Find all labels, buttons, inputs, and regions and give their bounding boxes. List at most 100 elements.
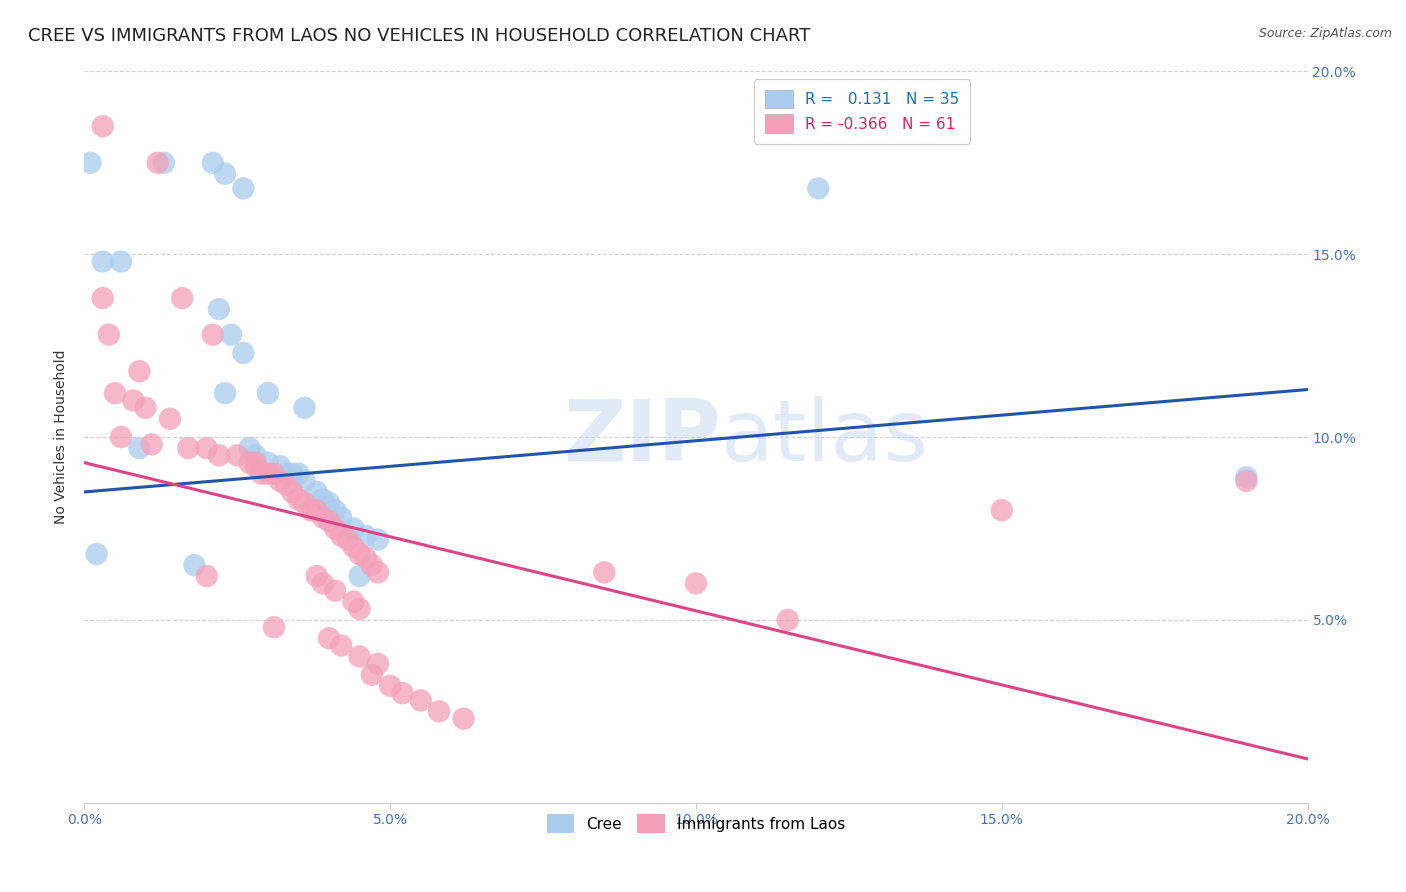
Point <box>453 712 475 726</box>
Point <box>323 503 346 517</box>
Point <box>1236 470 1258 484</box>
Point <box>685 576 707 591</box>
Point <box>281 485 304 500</box>
Point <box>312 576 335 591</box>
Point <box>991 503 1014 517</box>
Point <box>91 254 114 268</box>
Point <box>110 254 132 268</box>
Point <box>276 467 298 481</box>
Legend: Cree, Immigrants from Laos: Cree, Immigrants from Laos <box>540 808 852 839</box>
Point <box>208 448 231 462</box>
Point <box>135 401 157 415</box>
Point <box>104 386 127 401</box>
Point <box>427 705 450 719</box>
Point <box>195 441 218 455</box>
Point <box>323 583 346 598</box>
Point <box>349 649 371 664</box>
Point <box>245 459 267 474</box>
Point <box>172 291 194 305</box>
Point <box>97 327 120 342</box>
Point <box>238 456 260 470</box>
Point <box>177 441 200 455</box>
Point <box>201 327 224 342</box>
Point <box>1236 474 1258 488</box>
Point <box>360 558 382 573</box>
Point <box>232 346 254 360</box>
Text: atlas: atlas <box>720 395 928 479</box>
Point <box>391 686 413 700</box>
Point <box>287 492 309 507</box>
Point <box>360 667 382 681</box>
Point <box>342 540 364 554</box>
Point <box>299 503 322 517</box>
Point <box>354 550 377 565</box>
Text: CREE VS IMMIGRANTS FROM LAOS NO VEHICLES IN HOUSEHOLD CORRELATION CHART: CREE VS IMMIGRANTS FROM LAOS NO VEHICLES… <box>28 27 810 45</box>
Point <box>330 639 353 653</box>
Point <box>232 181 254 195</box>
Point <box>281 467 304 481</box>
Point <box>305 569 328 583</box>
Point <box>208 301 231 317</box>
Point <box>312 510 335 524</box>
Point <box>318 632 340 646</box>
Point <box>91 120 114 134</box>
Point <box>195 569 218 583</box>
Point <box>79 156 101 170</box>
Point <box>380 679 402 693</box>
Point <box>219 327 242 342</box>
Point <box>141 437 163 451</box>
Point <box>245 448 267 462</box>
Point <box>409 693 432 707</box>
Point <box>91 291 114 305</box>
Point <box>305 485 328 500</box>
Point <box>269 459 291 474</box>
Point <box>226 448 249 462</box>
Point <box>250 467 273 481</box>
Point <box>257 386 280 401</box>
Point <box>86 547 108 561</box>
Point <box>367 566 389 580</box>
Point <box>349 569 371 583</box>
Point <box>146 156 169 170</box>
Point <box>294 401 316 415</box>
Point <box>159 412 181 426</box>
Point <box>153 156 176 170</box>
Point <box>128 364 150 378</box>
Point <box>214 386 236 401</box>
Point <box>263 620 285 634</box>
Point <box>807 181 830 195</box>
Point <box>367 657 389 671</box>
Point <box>257 456 280 470</box>
Point <box>214 167 236 181</box>
Point <box>776 613 799 627</box>
Point <box>263 467 285 481</box>
Point <box>312 492 335 507</box>
Point <box>349 547 371 561</box>
Point <box>305 503 328 517</box>
Point <box>238 441 260 455</box>
Point <box>245 456 267 470</box>
Point <box>330 529 353 543</box>
Point <box>330 510 353 524</box>
Point <box>342 521 364 535</box>
Point <box>257 467 280 481</box>
Point <box>367 533 389 547</box>
Point <box>122 393 145 408</box>
Text: ZIP: ZIP <box>562 395 720 479</box>
Y-axis label: No Vehicles in Household: No Vehicles in Household <box>55 350 69 524</box>
Point <box>201 156 224 170</box>
Point <box>183 558 205 573</box>
Point <box>593 566 616 580</box>
Point <box>269 474 291 488</box>
Point <box>287 467 309 481</box>
Point <box>354 529 377 543</box>
Point <box>110 430 132 444</box>
Point <box>128 441 150 455</box>
Point <box>318 514 340 528</box>
Point <box>294 496 316 510</box>
Point <box>294 474 316 488</box>
Text: Source: ZipAtlas.com: Source: ZipAtlas.com <box>1258 27 1392 40</box>
Point <box>323 521 346 535</box>
Point <box>276 477 298 491</box>
Point <box>342 594 364 608</box>
